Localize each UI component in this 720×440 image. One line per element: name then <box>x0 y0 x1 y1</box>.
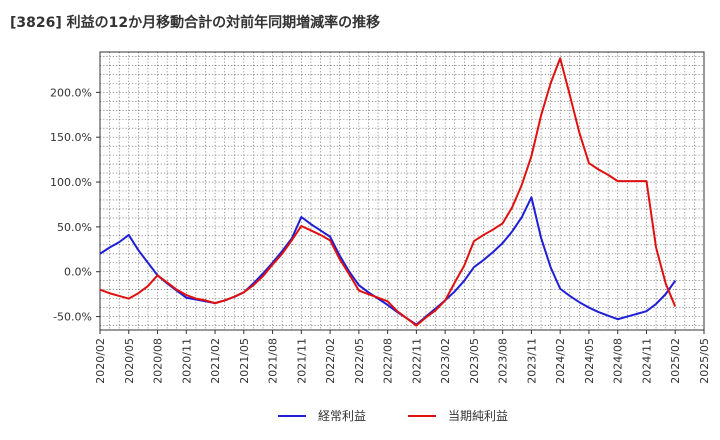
y-tick-label: 150.0% <box>50 131 92 144</box>
x-tick-label: 2024/02 <box>554 338 567 384</box>
x-tick-label: 2022/05 <box>353 338 366 384</box>
x-tick-label: 2024/05 <box>583 338 596 384</box>
series-lines <box>99 57 677 327</box>
x-tick-label: 2023/11 <box>525 338 538 384</box>
x-tick-label: 2023/02 <box>439 338 452 384</box>
x-tick-label: 2020/05 <box>123 338 136 384</box>
x-tick-label: 2023/05 <box>468 338 481 384</box>
x-tick-label: 2020/11 <box>180 338 193 384</box>
y-tick-label: -50.0% <box>53 311 92 324</box>
x-tick-label: 2025/05 <box>698 338 711 384</box>
y-tick-label: 200.0% <box>50 86 92 99</box>
x-tick-label: 2021/11 <box>295 338 308 384</box>
x-axis-tick-labels: 2020/02 2020/05 2020/08 2020/11 2021/02 2021/… <box>94 330 711 384</box>
legend-label: 当期純利益 <box>448 409 508 423</box>
y-tick-label: 100.0% <box>50 176 92 189</box>
x-tick-label: 2023/08 <box>497 338 510 384</box>
x-tick-label: 2021/02 <box>209 338 222 384</box>
x-tick-label: 2022/02 <box>324 338 337 384</box>
x-tick-label: 2025/02 <box>669 338 682 384</box>
series-line-junrieki <box>99 57 677 327</box>
y-tick-label: 50.0% <box>57 221 92 234</box>
x-tick-label: 2022/08 <box>382 338 395 384</box>
x-tick-label: 2024/11 <box>640 338 653 384</box>
x-tick-label: 2022/11 <box>410 338 423 384</box>
legend: 経常利益 当期純利益 <box>278 409 508 423</box>
y-axis-tick-labels: -50.0% 0.0% 50.0% 100.0% 150.0% 200.0% <box>50 86 100 324</box>
grid-lines <box>100 52 704 330</box>
plot-frame <box>99 51 705 331</box>
x-tick-label: 2021/08 <box>267 338 280 384</box>
x-tick-label: 2020/08 <box>152 338 165 384</box>
x-tick-label: 2020/02 <box>94 338 107 384</box>
x-tick-label: 2021/05 <box>238 338 251 384</box>
chart-title: [3826] 利益の12か月移動合計の対前年同期増減率の推移 <box>10 15 381 31</box>
y-tick-label: 0.0% <box>64 266 92 279</box>
x-tick-label: 2024/08 <box>612 338 625 384</box>
legend-label: 経常利益 <box>318 409 366 423</box>
